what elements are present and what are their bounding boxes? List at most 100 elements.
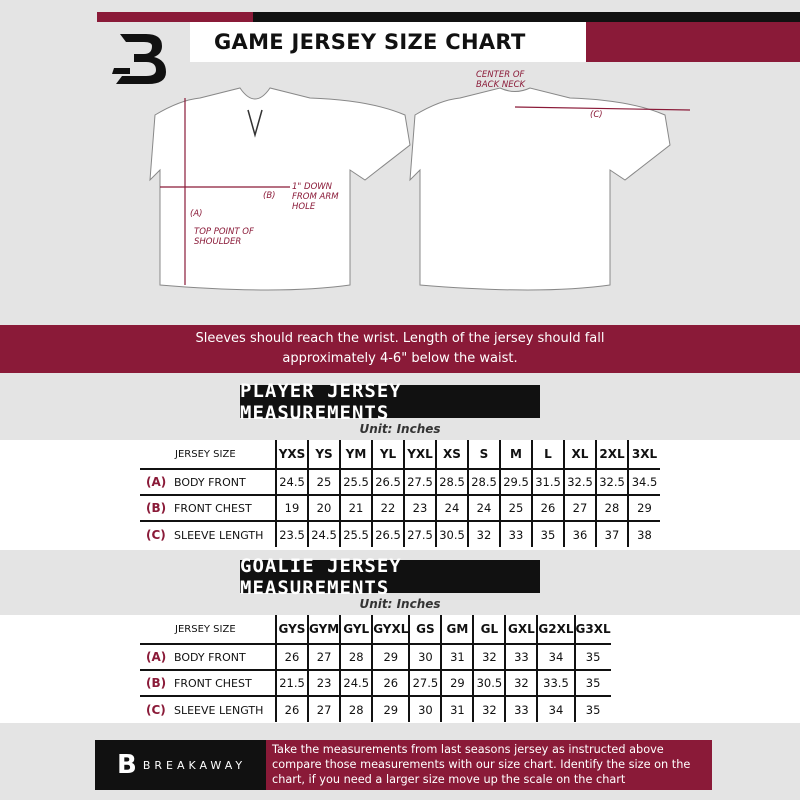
size-header: S [467, 440, 501, 470]
brand-name: BREAKAWAY [142, 758, 247, 772]
measurement-cell: 19 [275, 494, 309, 522]
row-label-text: SLEEVE LENGTH [174, 528, 264, 542]
row-label: (A) BODY FRONT [140, 643, 277, 671]
size-header: GYXL [371, 615, 411, 645]
measurement-cell: 29 [371, 695, 411, 722]
measurement-cell: 28 [595, 494, 629, 522]
row-label: (A) BODY FRONT [140, 468, 277, 496]
size-header: GYM [306, 615, 342, 645]
size-header: YXL [403, 440, 437, 470]
size-header: GYL [339, 615, 374, 645]
table-row: (A) BODY FRONT 26 27 28 29 30 31 32 33 34 35 [140, 643, 611, 671]
measurement-cell: 30 [408, 643, 443, 671]
row-key: (C) [146, 702, 166, 717]
jersey-back [409, 87, 671, 291]
measurement-cell: 26 [531, 494, 565, 522]
label-b-text: 1" DOWN FROM ARM HOLE [292, 182, 339, 213]
breakaway-logo [112, 34, 166, 84]
table-row: (C) SLEEVE LENGTH 23.5 24.5 25.5 26.5 27.5 30.5… [140, 520, 660, 547]
row-label-text: SLEEVE LENGTH [174, 703, 264, 717]
size-header-row: JERSEY SIZE YXS YS YM YL YXL XS S M L XL 2XL 3XL [140, 440, 660, 470]
measurement-cell: 24.5 [307, 520, 341, 547]
measurement-cell: 20 [307, 494, 341, 522]
jersey-front [149, 87, 411, 291]
measurement-cell: 32 [504, 669, 539, 697]
measurement-cell: 35 [573, 695, 611, 722]
row-label-text: FRONT CHEST [174, 502, 252, 515]
measurement-cell: 34.5 [627, 468, 660, 496]
row-key: (C) [146, 527, 166, 542]
table-row: (C) SLEEVE LENGTH 26 27 28 29 30 31 32 33 34 35 [140, 695, 611, 722]
size-header: YXS [275, 440, 309, 470]
measurement-cell: 27.5 [403, 468, 437, 496]
measurement-cell: 31 [440, 643, 475, 671]
measurement-cell: 35 [531, 520, 565, 547]
measurement-cell: 30.5 [435, 520, 469, 547]
measurement-cell: 23.5 [275, 520, 309, 547]
size-header: YM [339, 440, 373, 470]
size-header-label: JERSEY SIZE [140, 440, 277, 470]
label-b: (B) [263, 191, 276, 201]
measurement-cell: 27.5 [408, 669, 443, 697]
row-label-text: FRONT CHEST [174, 677, 252, 690]
size-header: L [531, 440, 565, 470]
measurement-cell: 29.5 [499, 468, 533, 496]
measurement-cell: 33 [499, 520, 533, 547]
measurement-cell: 29 [627, 494, 660, 522]
label-c: (C) [590, 110, 603, 120]
measurement-cell: 26.5 [371, 468, 405, 496]
size-header: XL [563, 440, 597, 470]
measurement-cell: 24.5 [339, 669, 374, 697]
row-key: (B) [146, 501, 167, 515]
size-header: YS [307, 440, 341, 470]
measurement-cell: 23 [306, 669, 342, 697]
size-header: GXL [504, 615, 539, 645]
measurement-cell: 28 [339, 695, 374, 722]
measurement-cell: 23 [403, 494, 437, 522]
jersey-diagram [149, 87, 691, 291]
goalie-unit: Unit: Inches [359, 597, 441, 611]
size-header-row: JERSEY SIZE GYS GYM GYL GYXL GS GM GL GXL G2XL G3X… [140, 615, 611, 645]
table-row: (A) BODY FRONT 24.5 25 25.5 26.5 27.5 28.5 28.5 2… [140, 468, 660, 496]
measurement-cell: 36 [563, 520, 597, 547]
measurement-cell: 28.5 [467, 468, 501, 496]
row-label-text: BODY FRONT [174, 651, 246, 664]
measurement-cell: 38 [627, 520, 660, 547]
measurement-cell: 35 [573, 669, 611, 697]
goalie-heading: GOALIE JERSEY MEASUREMENTS [240, 555, 540, 599]
measurement-cell: 35 [573, 643, 611, 671]
row-key: (A) [146, 650, 167, 664]
row-key: (B) [146, 676, 167, 690]
measurement-cell: 32 [472, 643, 507, 671]
title-accent-block [586, 22, 800, 62]
measurement-cell: 25 [499, 494, 533, 522]
size-header: GYS [275, 615, 309, 645]
measurement-cell: 27 [563, 494, 597, 522]
label-c-text: CENTER OF BACK NECK [476, 70, 526, 91]
size-header: 3XL [627, 440, 660, 470]
row-label: (B) FRONT CHEST [140, 669, 277, 697]
measurement-cell: 24 [467, 494, 501, 522]
measurement-cell: 22 [371, 494, 405, 522]
measurement-cell: 29 [440, 669, 475, 697]
measurement-cell: 27.5 [403, 520, 437, 547]
size-header: G2XL [536, 615, 576, 645]
measurement-cell: 21 [339, 494, 373, 522]
top-accent-bar [97, 12, 253, 22]
table-row: (B) FRONT CHEST 21.5 23 24.5 26 27.5 29 30.5 32 33… [140, 669, 611, 697]
measurement-cell: 37 [595, 520, 629, 547]
player-heading: PLAYER JERSEY MEASUREMENTS [240, 380, 540, 424]
size-header: YL [371, 440, 405, 470]
measurement-cell: 26 [371, 669, 411, 697]
footer-logo-icon: B [117, 750, 137, 780]
measurement-cell: 27 [306, 643, 342, 671]
measurement-cell: 30 [408, 695, 443, 722]
measurement-cell: 27 [306, 695, 342, 722]
measurement-cell: 25.5 [339, 520, 373, 547]
measurement-cell: 21.5 [275, 669, 309, 697]
measurement-cell: 25 [307, 468, 341, 496]
size-header: GM [440, 615, 475, 645]
top-dark-bar [253, 12, 800, 22]
row-label: (C) SLEEVE LENGTH [140, 695, 277, 722]
measurement-cell: 29 [371, 643, 411, 671]
